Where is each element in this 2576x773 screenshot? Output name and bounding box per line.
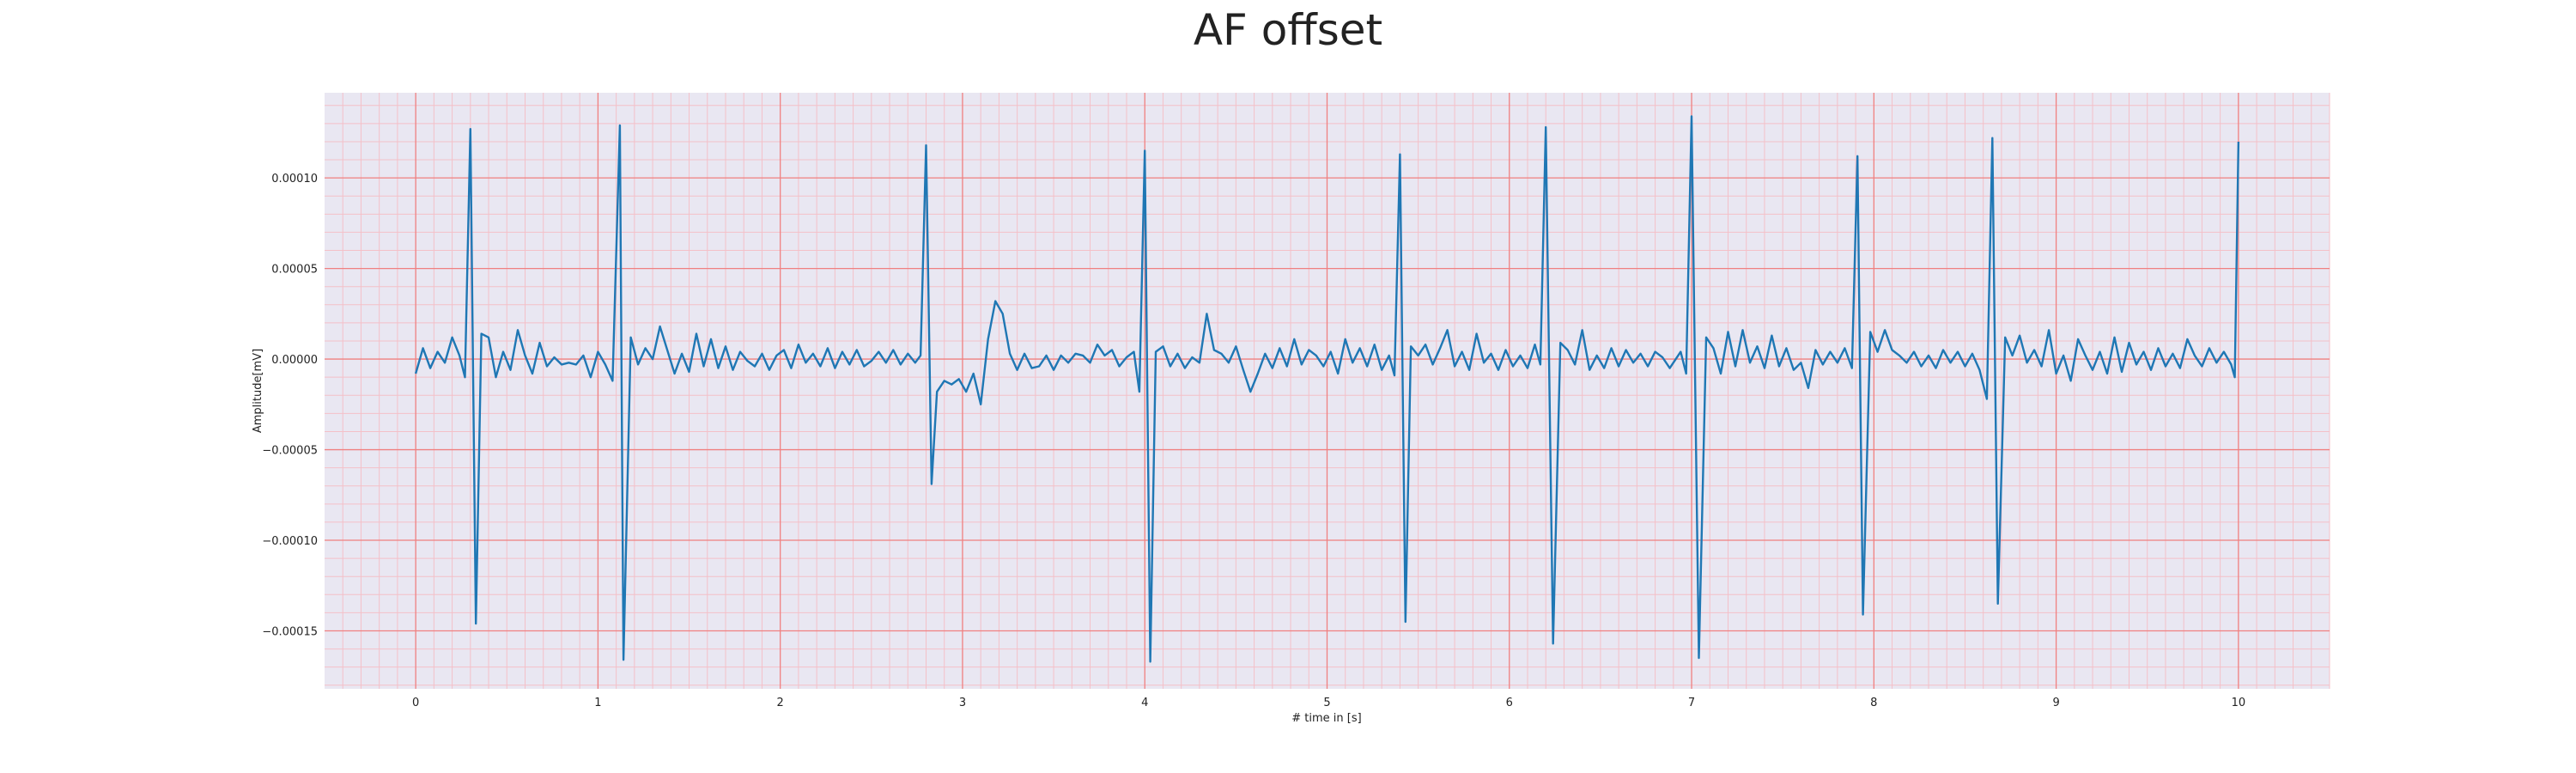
series-line bbox=[414, 115, 2240, 663]
x-tick-label: 0 bbox=[412, 697, 419, 709]
y-tick-label: 0.00005 bbox=[271, 264, 318, 277]
y-tick-label: 0.00000 bbox=[271, 354, 318, 367]
y-tick-label: −0.00010 bbox=[262, 535, 318, 548]
x-tick-label: 3 bbox=[959, 697, 966, 709]
y-tick-label: −0.00005 bbox=[262, 445, 318, 458]
chart-title: AF offset bbox=[1194, 5, 1382, 55]
y-tick-label: −0.00015 bbox=[262, 625, 318, 638]
x-axis-ticks: 0 1 2 3 4 5 6 7 8 9 10 bbox=[412, 697, 2245, 709]
x-axis-label: # time in [s] bbox=[1291, 712, 1361, 725]
x-tick-label: 10 bbox=[2232, 697, 2246, 709]
x-tick-label: 2 bbox=[777, 697, 784, 709]
x-tick-label: 9 bbox=[2052, 697, 2059, 709]
y-tick-label: 0.00010 bbox=[271, 173, 318, 186]
x-tick-label: 5 bbox=[1323, 697, 1330, 709]
y-axis-label: Amplitude[mV] bbox=[252, 349, 264, 433]
y-axis-ticks: 0.00010 0.00005 0.00000 −0.00005 −0.00010 −0.… bbox=[262, 173, 318, 638]
x-tick-label: 8 bbox=[1870, 697, 1877, 709]
x-tick-label: 1 bbox=[594, 697, 601, 709]
x-tick-label: 7 bbox=[1688, 697, 1695, 709]
x-tick-label: 4 bbox=[1141, 697, 1148, 709]
x-tick-label: 6 bbox=[1506, 697, 1513, 709]
